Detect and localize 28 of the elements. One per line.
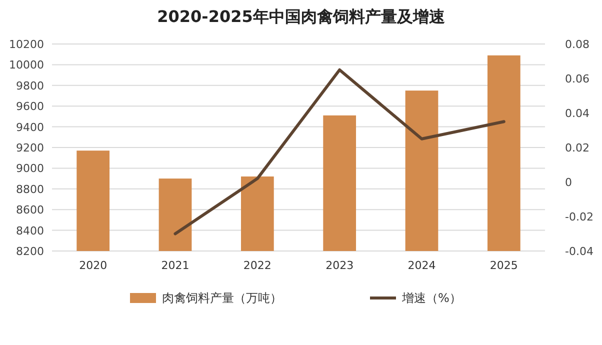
y-tick-label: 10200 xyxy=(9,38,44,51)
y2-tick-label: 0.04 xyxy=(565,107,590,120)
y-tick-label: 9000 xyxy=(16,162,44,176)
y2-tick-label: -0.02 xyxy=(565,210,594,224)
chart-title: 2020-2025年中国肉禽饲料产量及增速 xyxy=(157,7,446,26)
y-tick-label: 10000 xyxy=(9,58,44,72)
y2-tick-label: 0.02 xyxy=(565,142,590,154)
y2-tick-label: -0.04 xyxy=(565,245,594,258)
legend-label: 增速（%） xyxy=(401,291,462,305)
x-tick-label: 2022 xyxy=(243,259,272,272)
y2-tick-label: 0.08 xyxy=(565,38,590,51)
y-tick-label: 9400 xyxy=(16,120,44,134)
y2-tick-label: 0.06 xyxy=(565,72,590,86)
x-tick-label: 2025 xyxy=(490,259,518,272)
y2-tick-label: 0 xyxy=(565,176,572,189)
y-tick-label: 9600 xyxy=(16,100,44,114)
line-series xyxy=(174,68,506,236)
y-tick-label: 8400 xyxy=(16,224,44,238)
y-tick-label: 8800 xyxy=(16,182,44,196)
x-tick-label: 2021 xyxy=(161,259,190,272)
legend-label: 肉禽饲料产量（万吨） xyxy=(162,291,282,305)
x-tick-label: 2020 xyxy=(79,259,108,272)
y-tick-label: 8200 xyxy=(16,245,44,258)
y-tick-label: 9800 xyxy=(16,79,44,92)
x-tick-label: 2024 xyxy=(408,259,436,272)
x-tick-label: 2023 xyxy=(326,259,354,272)
y-tick-label: 9200 xyxy=(16,142,44,154)
y-tick-label: 8600 xyxy=(16,204,44,217)
